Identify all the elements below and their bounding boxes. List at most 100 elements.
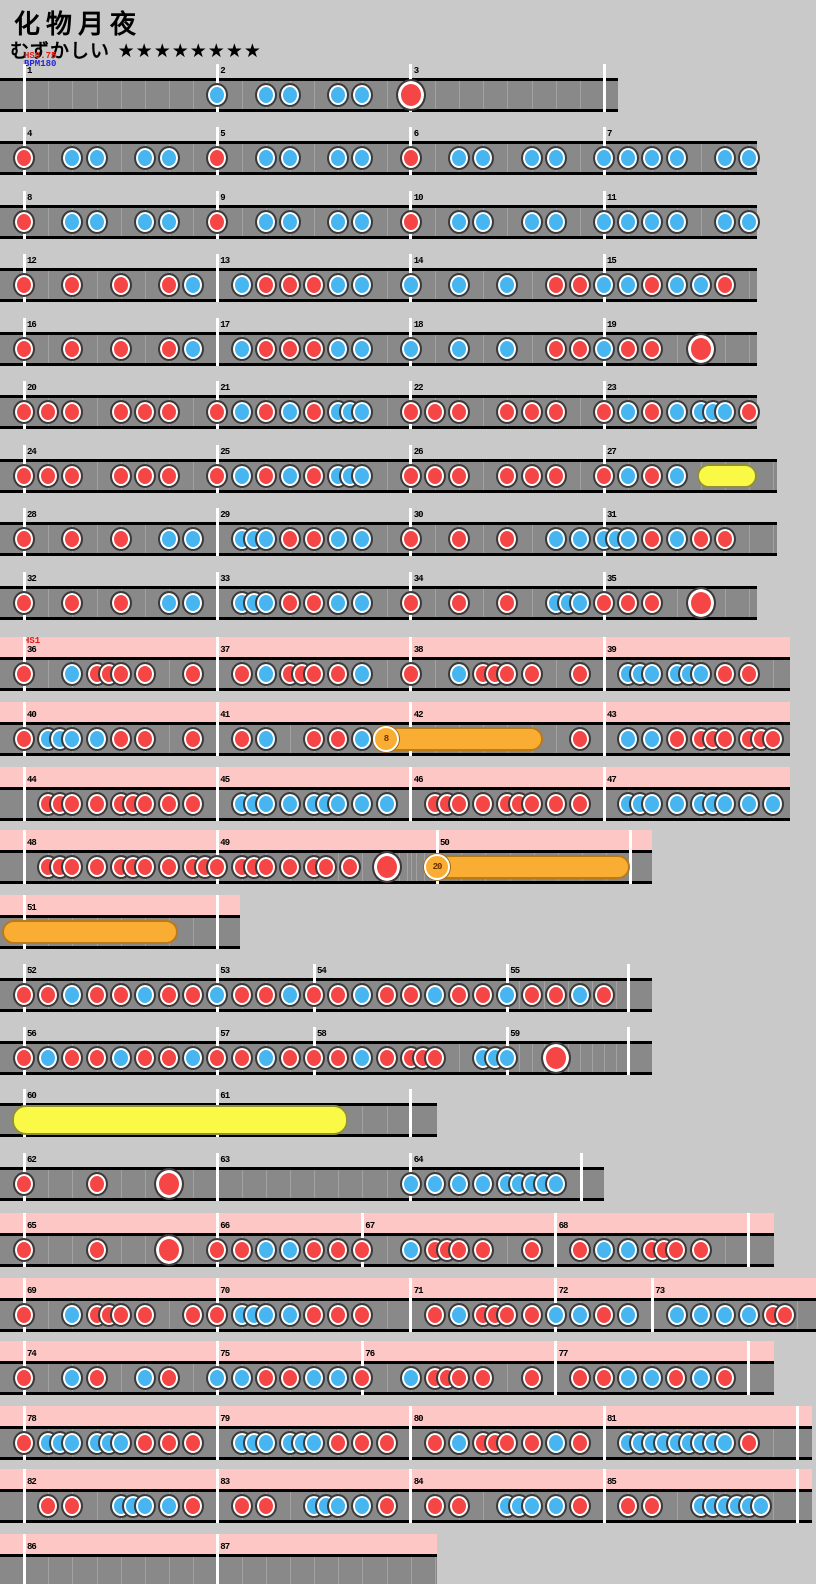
don-note: [327, 662, 350, 686]
ka-note: [327, 273, 350, 297]
ka-note: [278, 464, 301, 488]
ka-note: [254, 146, 277, 170]
ka-note: [496, 273, 519, 297]
ka-note: [254, 792, 277, 816]
beat-gridline: [434, 208, 436, 236]
ka-note: [399, 1238, 422, 1262]
don-note: [399, 464, 422, 488]
ka-note: [665, 464, 688, 488]
measure-number: 7: [607, 129, 613, 139]
beat-gridline: [749, 271, 750, 299]
beat-gridline: [483, 335, 485, 363]
beat-gridline: [459, 1044, 460, 1072]
ka-note: [85, 727, 108, 751]
don-note: [520, 1431, 543, 1455]
measure-number: 86: [27, 1542, 37, 1552]
don-note: [448, 1366, 470, 1390]
don-note: [206, 210, 229, 234]
measure-number: 73: [655, 1286, 665, 1296]
measure-number: 71: [413, 1286, 424, 1296]
don-note: [399, 527, 422, 551]
ka-note: [230, 273, 253, 297]
row-end-line: [602, 64, 606, 112]
beat-gridline: [72, 81, 74, 109]
measure-number: 32: [27, 574, 37, 584]
measure-number: 82: [27, 1477, 37, 1487]
beat-gridline: [591, 981, 593, 1009]
balloon-note-head: 8: [373, 726, 399, 752]
don-note: [448, 464, 470, 488]
measure-line: [215, 767, 219, 821]
ka-note: [544, 210, 567, 234]
beat-gridline: [48, 660, 50, 688]
measure-line: [215, 318, 219, 366]
ka-note: [327, 1366, 350, 1390]
beat-gridline: [519, 981, 521, 1009]
measure-number: 13: [220, 256, 230, 266]
ka-note: [230, 400, 253, 424]
beat-gridline: [193, 144, 195, 172]
ka-note: [206, 1366, 229, 1390]
don-note: [327, 727, 350, 751]
beat-gridline: [289, 725, 291, 753]
ka-note: [448, 146, 470, 170]
beat-gridline: [407, 853, 408, 881]
ka-note: [61, 1431, 84, 1455]
beat-gridline: [386, 398, 388, 426]
don-note: [278, 591, 301, 615]
beat-gridline: [386, 1236, 388, 1264]
ka-note: [303, 1431, 325, 1455]
don-note: [182, 792, 205, 816]
big-don-note: [685, 333, 716, 365]
beat-gridline: [96, 462, 98, 490]
beat-gridline: [362, 1557, 364, 1584]
don-note: [641, 527, 664, 551]
ka-note: [665, 210, 688, 234]
measure-number: 87: [220, 1542, 230, 1552]
beat-gridline: [386, 660, 388, 688]
ka-note: [762, 792, 785, 816]
ka-note: [254, 1238, 277, 1262]
beat-gridline: [241, 208, 243, 236]
ka-note: [327, 792, 350, 816]
ka-note: [665, 400, 688, 424]
beat-gridline: [386, 81, 388, 109]
don-note: [109, 662, 132, 686]
ka-note: [448, 1431, 470, 1455]
gogo-time-band: [0, 767, 790, 787]
measure-number: 78: [27, 1414, 37, 1424]
measure-line: [215, 702, 219, 756]
beat-gridline: [193, 1236, 195, 1264]
beat-gridline: [169, 1557, 170, 1584]
don-note: [109, 727, 132, 751]
beat-gridline: [434, 335, 436, 363]
measure-line: [215, 1406, 219, 1460]
beat-gridline: [193, 462, 195, 490]
beat-gridline: [169, 1301, 170, 1329]
row-end-line: [795, 1469, 799, 1523]
beat-gridline: [362, 1170, 364, 1198]
beat-gridline: [386, 1301, 388, 1329]
ka-note: [399, 1366, 422, 1390]
beat-gridline: [483, 589, 485, 617]
don-note: [520, 792, 543, 816]
don-note: [85, 983, 108, 1007]
don-note: [713, 1366, 736, 1390]
don-note: [61, 273, 84, 297]
big-don-note: [395, 79, 426, 111]
ka-note: [617, 1238, 640, 1262]
measure-number: 3: [413, 66, 420, 76]
ka-note: [472, 210, 495, 234]
ka-note: [158, 591, 180, 615]
don-note: [278, 1046, 301, 1070]
ka-note: [593, 146, 615, 170]
ka-note: [230, 464, 253, 488]
don-note: [423, 1046, 446, 1070]
measure-line: [409, 767, 413, 821]
don-note: [37, 983, 60, 1007]
measure-number: 65: [27, 1221, 37, 1231]
beat-gridline: [507, 1236, 509, 1264]
ka-note: [520, 1494, 543, 1518]
ka-note: [738, 210, 760, 234]
don-note: [13, 464, 35, 488]
